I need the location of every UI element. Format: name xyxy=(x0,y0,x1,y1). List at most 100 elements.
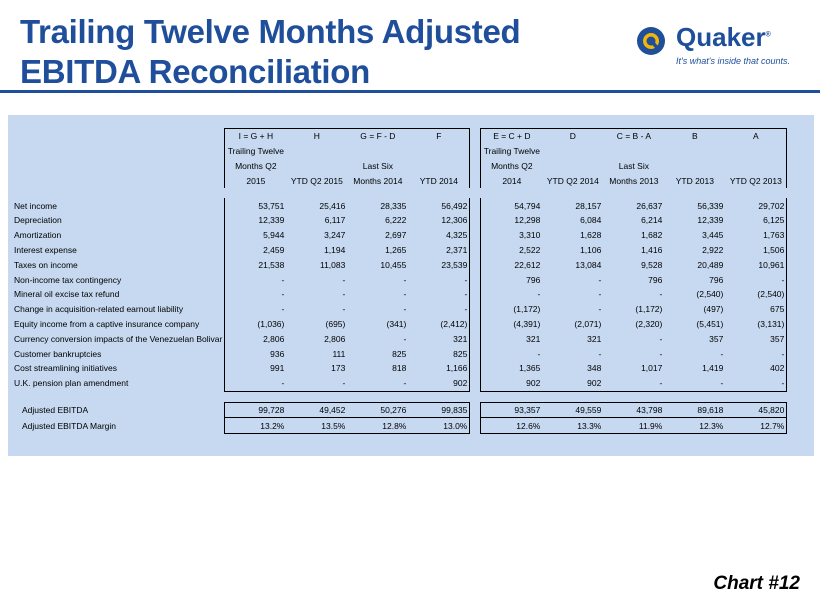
table-cell: (1,172) xyxy=(635,304,663,315)
formula-cell: G = F - D xyxy=(347,127,409,144)
table-cell: 2,371 xyxy=(408,242,471,258)
table-cell: - xyxy=(408,301,471,317)
table-cell: 321 xyxy=(587,333,602,344)
row-label xyxy=(12,129,225,144)
column-header: YTD Q2 2013 xyxy=(725,173,788,189)
column-gap xyxy=(470,198,481,213)
column-gap xyxy=(470,376,481,391)
table-cell: - xyxy=(480,346,543,361)
table-cell: 23,539 xyxy=(408,257,471,273)
table-cell: 796 xyxy=(648,274,663,285)
table-cell: 1,682 xyxy=(641,230,663,241)
formula-cell: E = C + D xyxy=(480,127,543,144)
table-cell: 56,339 xyxy=(697,200,724,211)
row-label: Change in acquisition-related earnout li… xyxy=(14,304,184,315)
table-row: Interest expense 2,459 1,194 1,265 2,371 2,52… xyxy=(12,242,788,258)
total-label: Adjusted EBITDA xyxy=(22,404,89,415)
column-header xyxy=(408,158,471,174)
table-cell: 1,365 xyxy=(480,360,543,376)
table-row: Mineral oil excise tax refund - - - - - - - (2,5… xyxy=(12,286,788,302)
table-cell: 49,559 xyxy=(542,401,604,419)
table-cell: - xyxy=(286,375,348,392)
table-cell: 902 xyxy=(542,375,604,392)
table-cell: (497) xyxy=(703,304,724,315)
table-cell: - xyxy=(408,286,471,302)
column-gap xyxy=(470,287,481,302)
formula-cell: H xyxy=(286,127,348,144)
table-row: Non-income tax contingency - - - -796-796 796… xyxy=(12,272,788,287)
table-cell: 9,528 xyxy=(641,259,663,270)
table-cell: 1,017 xyxy=(641,363,663,374)
table-cell: 13.0% xyxy=(408,417,471,435)
total-label: Adjusted EBITDA Margin xyxy=(22,420,117,431)
row-label: U.K. pension plan amendment xyxy=(14,378,129,389)
table-cell: 111 xyxy=(332,348,346,359)
chart-number: Chart #12 xyxy=(713,573,800,594)
table-cell: 902 xyxy=(408,375,471,392)
table-cell: 10,961 xyxy=(725,257,788,273)
table-cell: 3,445 xyxy=(702,230,724,241)
column-header xyxy=(542,159,603,174)
row-label: Non-income tax contingency xyxy=(14,274,122,285)
table-cell: 56,492 xyxy=(408,198,471,213)
formula-cell: A xyxy=(725,127,788,144)
table-cell: 1,419 xyxy=(702,363,724,374)
table-cell: - xyxy=(720,348,724,359)
title-line-2: EBITDA Reconciliation xyxy=(20,53,371,90)
table-cell: (2,540) xyxy=(725,286,788,302)
table-cell: - xyxy=(224,301,287,317)
column-gap xyxy=(470,272,481,287)
column-header: YTD Q2 2014 xyxy=(546,175,599,186)
column-gap xyxy=(470,129,481,144)
column-header xyxy=(408,143,471,159)
table-cell: - xyxy=(598,304,602,315)
column-gap xyxy=(470,302,481,317)
table-cell: 26,637 xyxy=(636,200,663,211)
table-cell: - xyxy=(725,375,788,392)
row-label: Interest expense xyxy=(14,244,77,255)
table-cell: 12,339 xyxy=(697,215,724,226)
column-header xyxy=(286,144,347,159)
table-cell: 3,247 xyxy=(324,230,346,241)
table-cell: 321 xyxy=(480,331,543,347)
table-cell: 2,522 xyxy=(480,242,543,258)
table-cell: 28,335 xyxy=(380,200,407,211)
table-cell: 13,084 xyxy=(575,259,602,270)
table-cell: 54,794 xyxy=(480,198,543,213)
table-cell: (695) xyxy=(325,318,346,329)
column-header: YTD 2013 xyxy=(675,175,714,186)
column-header: 2015 xyxy=(224,173,287,189)
table-cell: - xyxy=(598,289,602,300)
table-cell: 1,166 xyxy=(408,360,471,376)
table-cell: 99,728 xyxy=(224,401,287,419)
table-cell: 28,157 xyxy=(575,200,602,211)
table-cell: 936 xyxy=(224,346,287,361)
table-cell: 1,416 xyxy=(641,244,663,255)
table-cell: (2,320) xyxy=(635,318,663,329)
table-cell: (341) xyxy=(386,318,407,329)
table-cell: 13.2% xyxy=(224,417,287,435)
column-header: Trailing Twelve xyxy=(480,143,543,159)
table-cell: 11,083 xyxy=(319,259,346,270)
table-cell: 22,612 xyxy=(480,257,543,273)
title-line-1: Trailing Twelve Months Adjusted xyxy=(20,13,521,50)
column-gap xyxy=(470,144,481,159)
table-cell: 902 xyxy=(480,375,543,392)
table-cell: 21,538 xyxy=(224,257,287,273)
total-row: Adjusted EBITDA 99,728 49,452 50,276 99,835 9… xyxy=(12,401,788,419)
table-cell: - xyxy=(659,333,663,344)
table-cell: 6,084 xyxy=(580,215,602,226)
table-cell: 99,835 xyxy=(408,401,471,419)
table-cell: (2,540) xyxy=(696,289,724,300)
table-cell: (2,071) xyxy=(574,318,602,329)
table-cell: - xyxy=(659,348,663,359)
table-cell: 2,806 xyxy=(224,331,287,347)
column-header xyxy=(603,144,664,159)
table-cell: 818 xyxy=(392,363,407,374)
spacer-row xyxy=(12,391,787,402)
table-cell: 321 xyxy=(408,331,471,347)
row-label xyxy=(12,144,225,159)
column-header xyxy=(664,159,725,174)
table-cell: 796 xyxy=(709,274,724,285)
